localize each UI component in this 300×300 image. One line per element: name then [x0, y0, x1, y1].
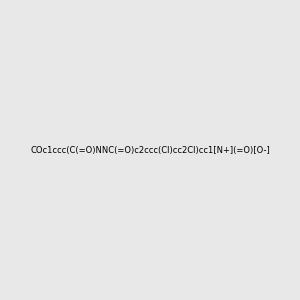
Text: COc1ccc(C(=O)NNC(=O)c2ccc(Cl)cc2Cl)cc1[N+](=O)[O-]: COc1ccc(C(=O)NNC(=O)c2ccc(Cl)cc2Cl)cc1[N…	[30, 146, 270, 154]
